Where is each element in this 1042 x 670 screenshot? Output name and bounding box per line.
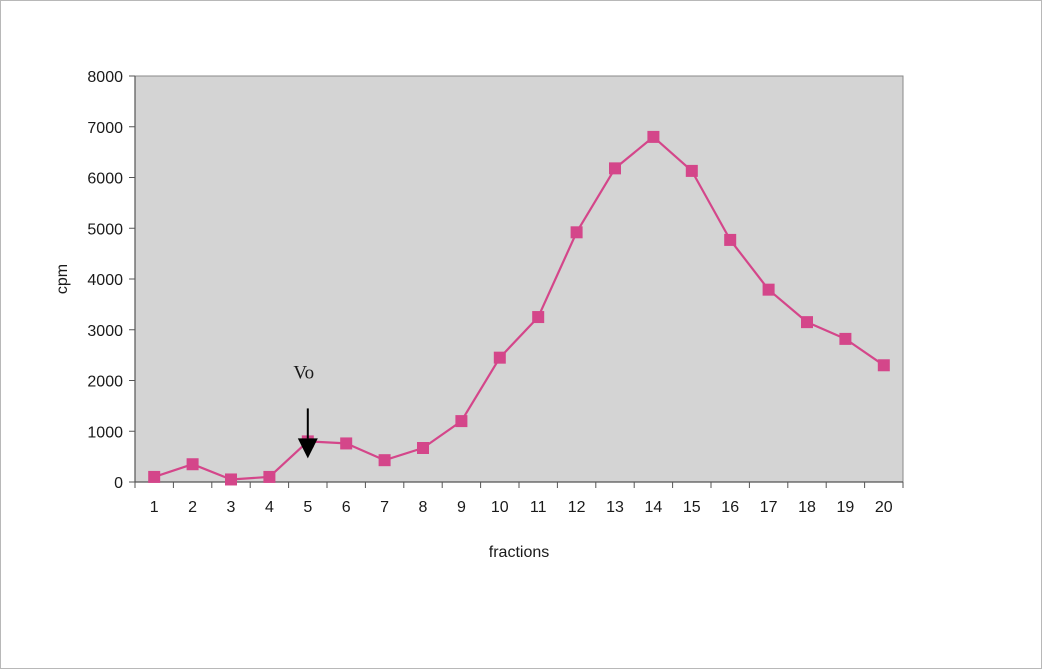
x-tick-label: 11	[530, 499, 547, 516]
x-tick-label: 12	[568, 499, 586, 516]
series-line	[153, 135, 885, 481]
x-tick-label: 16	[721, 499, 739, 516]
y-tick-label: 1000	[87, 424, 123, 441]
data-point	[762, 283, 775, 296]
data-point	[263, 470, 276, 483]
data-point	[417, 441, 429, 454]
x-tick-label: 9	[457, 499, 466, 516]
y-axis: 0 1000 2000 3000 4000 5000 6000 7000 8000	[87, 69, 135, 492]
data-point	[340, 437, 353, 450]
x-tick-label: 15	[683, 499, 701, 516]
data-point	[378, 454, 391, 467]
annotation-layer: Vo	[293, 362, 318, 459]
x-axis-title: fractions	[489, 544, 549, 561]
x-tick-label: 13	[606, 499, 624, 516]
series-layer	[148, 130, 890, 486]
data-point	[455, 415, 468, 428]
x-tick-label: 10	[491, 499, 509, 516]
data-point	[532, 311, 545, 324]
data-point	[877, 359, 890, 372]
y-tick-label: 3000	[87, 323, 123, 340]
y-tick-label: 8000	[87, 69, 123, 86]
x-tick-label: 7	[380, 499, 389, 516]
x-tick-label: 3	[227, 499, 236, 516]
data-point	[839, 332, 852, 345]
plot-area	[134, 75, 904, 483]
y-tick-label: 6000	[87, 171, 123, 188]
data-point	[724, 233, 737, 246]
x-tick-label: 6	[342, 499, 351, 516]
x-axis: 1 2 3 4 5 6 7 8 9 10 11 12 13 14 15 16 17 18 19 20	[134, 482, 904, 516]
x-tick-label: 18	[798, 499, 816, 516]
y-tick-label: 0	[114, 475, 123, 492]
y-axis-title: cpm	[54, 264, 71, 294]
data-point	[570, 226, 583, 239]
x-tick-label: 14	[645, 499, 663, 516]
data-point	[801, 316, 813, 329]
x-tick-label: 20	[875, 499, 893, 516]
y-tick-label: 2000	[87, 374, 123, 391]
data-point	[225, 473, 237, 486]
y-tick-label: 5000	[87, 221, 123, 238]
data-point	[186, 458, 199, 471]
data-point	[685, 164, 698, 177]
x-tick-label: 2	[188, 499, 197, 516]
data-point	[609, 162, 621, 175]
annotation-label: Vo	[293, 362, 314, 383]
x-tick-label: 4	[265, 499, 274, 516]
annotation-arrow-head	[297, 438, 318, 459]
x-tick-label: 17	[760, 499, 778, 516]
y-tick-label: 7000	[87, 120, 123, 137]
x-tick-label: 5	[303, 499, 312, 516]
y-tick-label: 4000	[87, 272, 123, 289]
data-point	[148, 470, 161, 483]
x-tick-label: 8	[419, 499, 428, 516]
data-point	[647, 130, 660, 143]
x-tick-label: 19	[837, 499, 855, 516]
x-tick-label: 1	[150, 499, 159, 516]
data-point	[493, 351, 506, 364]
